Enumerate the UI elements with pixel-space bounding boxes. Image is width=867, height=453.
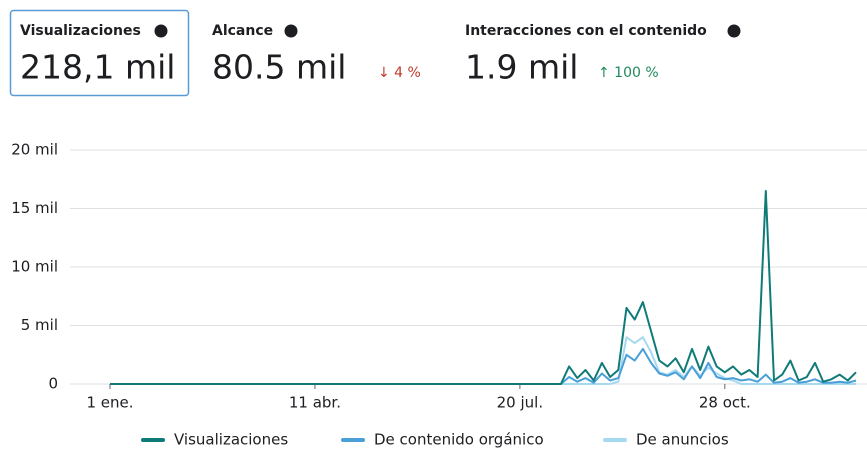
- legend-label: De anuncios: [636, 431, 729, 449]
- series-line: [110, 347, 857, 385]
- series-line: [110, 336, 856, 385]
- x-tick-label: 28 oct.: [699, 394, 751, 412]
- metric-value: 1.9 mil: [465, 48, 578, 87]
- y-tick-label: 0: [48, 375, 58, 393]
- info-icon[interactable]: [154, 24, 168, 38]
- x-tick-label: 20 jul.: [497, 394, 543, 412]
- x-tick-label: 1 ene.: [86, 394, 133, 412]
- y-tick-label: 15 mil: [11, 199, 58, 217]
- y-tick-label: 5 mil: [21, 316, 58, 334]
- metric-change: ↓ 4 %: [378, 65, 421, 81]
- metric-change: ↑ 100 %: [598, 65, 659, 81]
- series-line: [110, 190, 857, 385]
- metric-value: 80.5 mil: [212, 48, 346, 87]
- info-icon[interactable]: [727, 24, 741, 38]
- y-tick-label: 10 mil: [11, 258, 58, 276]
- info-icon[interactable]: [284, 24, 298, 38]
- metric-value: 218,1 mil: [20, 48, 175, 87]
- y-tick-label: 20 mil: [11, 141, 58, 159]
- x-tick-label: 11 abr.: [289, 394, 341, 412]
- selected-card[interactable]: [9, 9, 190, 97]
- legend-label: Visualizaciones: [174, 431, 288, 449]
- metric-label: Alcance: [212, 23, 273, 39]
- legend-label: De contenido orgánico: [374, 431, 544, 449]
- metric-label: Visualizaciones: [20, 23, 141, 39]
- metric-label: Interacciones con el contenido: [465, 23, 707, 39]
